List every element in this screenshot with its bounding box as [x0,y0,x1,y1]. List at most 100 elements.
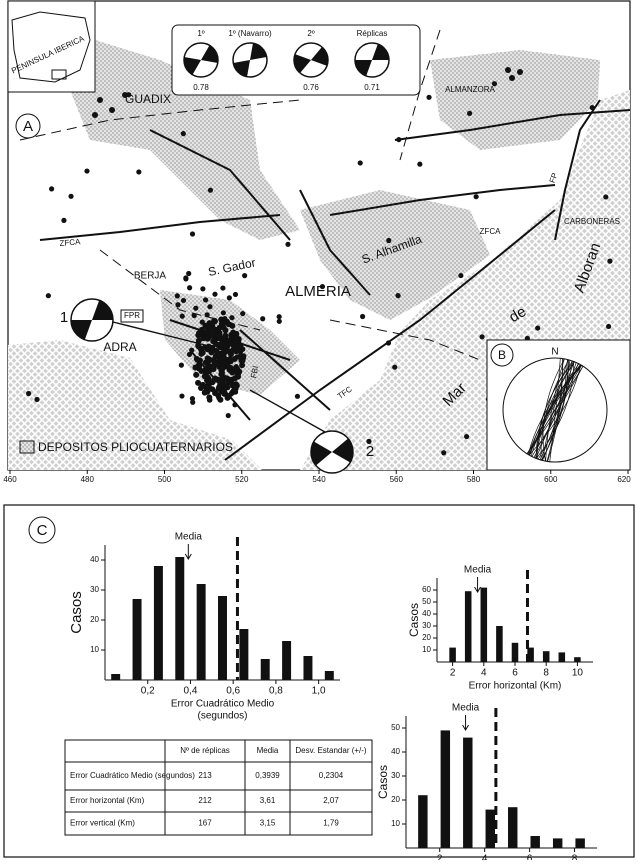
map-tick-label: 480 [81,475,95,484]
epicenter [228,391,234,397]
epicenter [180,297,187,304]
annotation: Media [175,532,203,543]
epicenter [226,295,232,301]
epicenter [231,375,238,382]
y-tick-label: 40 [422,609,431,618]
epicenter [294,393,301,399]
beachball-quadrant [92,300,113,320]
bar [511,642,519,662]
iberia-outline [11,11,91,83]
fault-plane [541,359,569,461]
bar [496,626,503,662]
epicenter [233,348,240,355]
focal-label: Réplicas [357,29,388,38]
y-tick-label: 30 [90,585,99,594]
fault-plane [529,364,581,456]
y-tick-label: 40 [391,747,400,756]
bar [132,599,142,680]
epicenter [92,112,98,118]
epicenter [205,323,211,329]
epicenter [186,351,193,357]
epicenter [204,387,211,394]
epicenter [174,293,180,299]
epicenter [195,362,201,368]
epicenter [193,371,200,378]
epicenter [230,342,237,349]
focal-label: 1º (Navarro) [228,29,272,38]
epicenter [220,285,226,291]
epicenter [220,310,226,316]
inset-b-ring [490,343,514,367]
epicenter [222,316,228,322]
bar [480,587,488,662]
epicenter [180,131,186,137]
epicenter [122,92,128,98]
epicenter [183,276,189,282]
epicenter [204,335,211,342]
y-tick-label: 50 [391,723,400,732]
table-cell: 3,61 [260,796,276,805]
bar [485,809,495,848]
epicenter [205,376,212,383]
annotation-arrow [462,715,469,731]
epicenter [225,385,231,391]
inset-b-label: B [498,348,506,362]
x-tick-label: 6 [527,854,533,860]
epicenter [491,81,498,87]
epicenter [473,194,479,200]
epicenter [194,357,200,363]
epicenter [199,319,205,325]
bar [111,674,121,680]
y-tick-label: 10 [422,645,431,654]
epicenter [229,337,235,343]
map-tick-label: 460 [3,475,17,484]
epicenter [193,305,199,311]
place-label: de [506,303,529,326]
place-label: GUADIX [125,92,171,106]
bar [196,584,206,680]
place-label: ADRA [103,340,136,354]
event-label: 2 [366,443,374,460]
epicenter [227,351,234,358]
bar [303,656,313,680]
panel-c-frame [3,504,635,858]
beachball-quadrant [183,57,201,75]
epicenter [214,354,221,360]
place-label: ALMANZORA [445,85,495,94]
event-leader [249,389,326,433]
epicenter [224,394,231,401]
epicenter [535,325,541,331]
legend-swatch [19,440,35,454]
epicenter [517,69,523,75]
x-tick-label: 4 [482,854,488,860]
focal-label: 1º [197,29,204,38]
epicenter [45,293,51,299]
epicenter [239,362,246,369]
focal-value: 0.76 [303,83,319,92]
epicenter [232,291,239,298]
annotation-arrow [474,577,481,593]
bar [558,652,566,662]
map-tick-label: 500 [158,475,172,484]
x-tick-label: 0,4 [184,686,198,697]
table-cell: 0,3939 [255,771,280,780]
table-cell: Error horizontal (Km) [70,796,145,805]
epicenter [222,332,229,339]
epicenter [203,297,209,303]
fault-plane [542,358,565,462]
beachball-quadrant [293,54,311,74]
bar [574,657,581,662]
epicenter [34,396,40,403]
fault-plane [530,363,580,457]
epicenter [200,336,206,342]
x-axis-label: Error Cuadrático Medio [171,699,275,710]
epicenter [195,379,202,386]
epicenter [225,380,231,386]
bar [552,838,563,848]
beachball-quadrant [71,320,92,340]
map-tick-label: 540 [312,475,326,484]
epicenter [276,314,282,320]
fault-plane [537,360,573,460]
epicenter [395,293,401,299]
